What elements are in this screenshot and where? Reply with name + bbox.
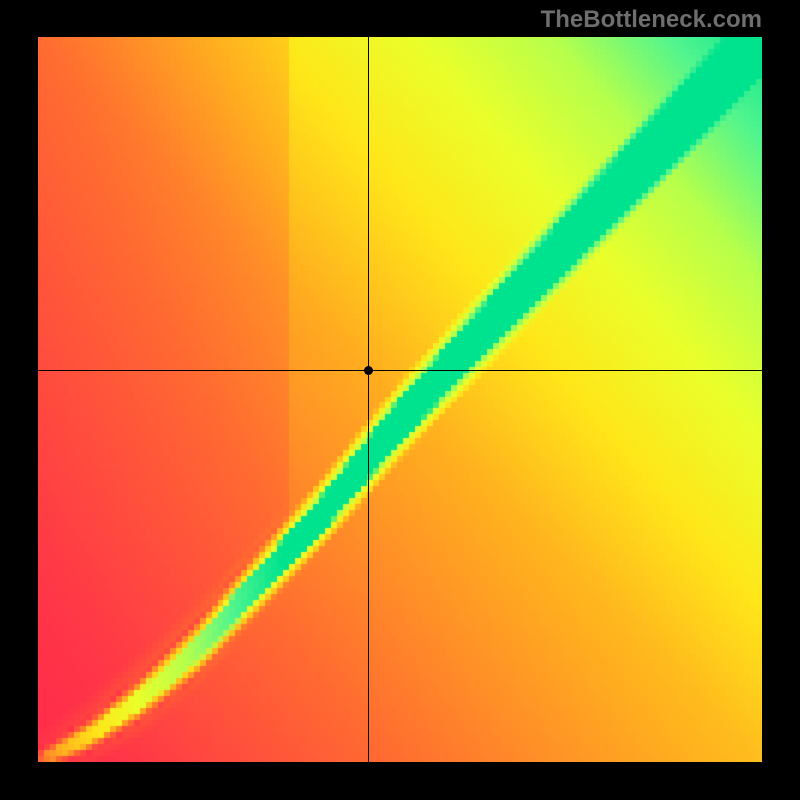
crosshair-vertical	[368, 37, 369, 762]
watermark-text: TheBottleneck.com	[541, 6, 762, 34]
crosshair-horizontal	[38, 370, 762, 371]
chart-container: TheBottleneck.com	[0, 0, 800, 800]
bottleneck-heatmap	[38, 37, 762, 762]
crosshair-marker-dot	[364, 366, 373, 375]
